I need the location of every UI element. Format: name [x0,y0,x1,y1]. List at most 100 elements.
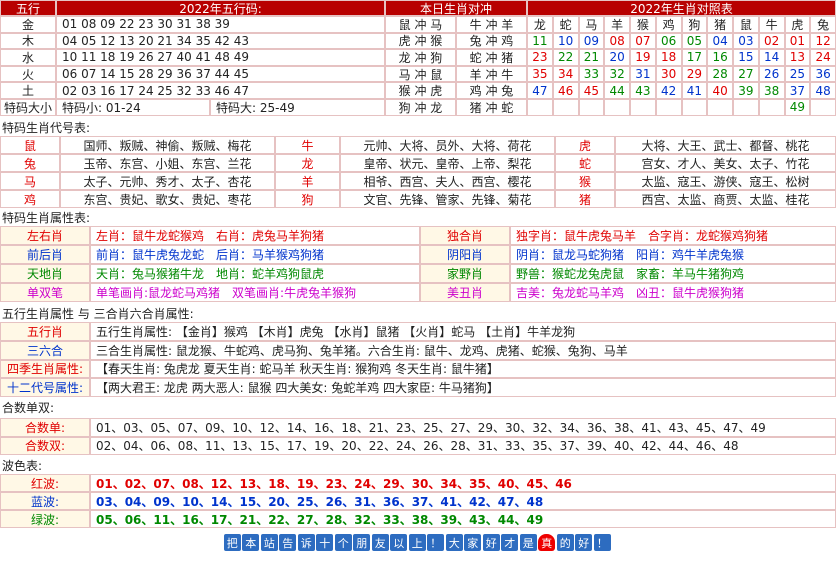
clash-cell: 虎 冲 猴 [385,32,456,50]
footer-char: 以 [390,534,408,551]
clash-cell: 猪 冲 蛇 [456,99,527,116]
element-cell: 木 [0,32,56,50]
attribute-label: 美丑肖 [420,283,510,302]
element-cell: 土 [0,82,56,99]
zodiac-number: 38 [758,82,785,99]
code-text: 文官、先锋、管家、先锋、菊花 [340,190,555,208]
clash-cell: 兔 冲 鸡 [456,32,527,50]
element-label: 十二代号属性: [0,378,90,397]
zodiac-number: 26 [758,65,785,83]
zodiac-number [604,99,630,116]
attribute-text: 左肖：鼠牛龙蛇猴鸡 右肖：虎兔马羊狗猪 [90,226,420,245]
clash-cell: 狗 冲 龙 [385,99,456,116]
zodiac-number: 04 [707,32,733,50]
footer-char: 大 [445,534,463,551]
footer-char: 友 [371,534,389,551]
footer-char: 家 [464,534,482,551]
zodiac-number: 05 [681,32,708,50]
zodiac-number: 44 [604,82,630,99]
code-text: 皇帝、状元、皇帝、上帝、梨花 [340,154,555,172]
zodiac-header: 兔 [810,16,836,33]
wave-label: 红波: [0,474,90,492]
zodiac-header: 狗 [681,16,708,33]
zodiac-number: 39 [733,82,759,99]
footer-char: 把 [223,534,241,551]
zodiac-number: 37 [784,82,811,99]
zodiac-name: 龙 [275,154,340,172]
footer-char: 才 [501,534,519,551]
footer-char: 诉 [297,534,315,551]
footer-char: 真 [538,534,556,551]
zodiac-number: 43 [630,82,656,99]
element-text: 五行生肖属性: 【金肖】猴鸡 【木肖】虎兔 【水肖】鼠猪 【火肖】蛇马 【土肖】… [90,322,836,341]
sum-text: 01、03、05、07、09、10、12、14、16、18、21、23、25、2… [90,418,836,437]
zodiac-number: 01 [784,32,811,50]
zodiac-number: 02 [758,32,785,50]
code-text: 东宫、贵妃、歌女、贵妃、枣花 [60,190,275,208]
footer-char: 好 [575,534,593,551]
attribute-text: 野兽：猴蛇龙兔虎鼠 家畜：羊马牛猪狗鸡 [510,264,836,283]
sum-label: 合数单: [0,418,90,437]
zodiac-number: 30 [655,65,682,83]
element-text: 【春天生肖: 兔虎龙 夏天生肖: 蛇马羊 秋天生肖: 猴狗鸡 冬天生肖: 鼠牛猪… [90,359,836,379]
code-text: 宫女、才人、美女、太子、竹花 [615,154,836,172]
zodiac-number: 18 [655,49,682,66]
zodiac-number [578,99,605,116]
zodiac-name: 蛇 [555,154,615,172]
element-cell: 水 [0,49,56,66]
zodiac-name: 牛 [275,136,340,154]
attribute-label: 单双笔 [0,283,90,302]
zodiac-number: 31 [630,65,656,83]
code-text: 西宫、太监、商贾、太监、桂花 [615,190,836,208]
zodiac-header: 猪 [707,16,733,33]
footer-char: 的 [556,534,574,551]
zodiac-number: 07 [630,32,656,50]
zodiac-number: 23 [527,49,553,66]
header-cell: 五行 [0,0,56,16]
code-text: 相爷、西宫、夫人、西宫、樱花 [340,172,555,190]
code-text: 玉帝、东宫、小姐、东宫、兰花 [60,154,275,172]
zodiac-number: 35 [527,65,553,83]
footer-char: 本 [242,534,260,551]
zodiac-number [810,99,836,116]
footer-char: 个 [334,534,352,551]
element-label: 三六合 [0,340,90,360]
zodiac-number: 21 [578,49,605,66]
element-label: 四季生肖属性: [0,359,90,379]
code-text: 太子、元帅、秀才、太子、杏花 [60,172,275,190]
wave-text: 03、04、09、10、14、15、20、25、26、31、36、37、41、4… [90,492,836,510]
zodiac-number: 27 [733,65,759,83]
zodiac-number: 17 [681,49,708,66]
header-cell: 2022年生肖对照表 [527,0,836,16]
zodiac-number: 14 [758,49,785,66]
zodiac-number [733,99,759,116]
zodiac-number: 29 [681,65,708,83]
section-title: 五行生肖属性 与 三合肖六合肖属性: [2,306,194,321]
size-small: 特码小: 01-24 [56,99,210,116]
attribute-text: 单笔画肖:鼠龙蛇马鸡猪 双笔画肖:牛虎兔羊猴狗 [90,283,420,302]
zodiac-number: 16 [707,49,733,66]
zodiac-number: 10 [552,32,579,50]
zodiac-number [527,99,553,116]
zodiac-name: 猪 [555,190,615,208]
attribute-label: 天地肖 [0,264,90,283]
sum-text: 02、04、06、08、11、13、15、17、19、20、22、24、26、2… [90,436,836,455]
zodiac-header: 蛇 [552,16,579,33]
zodiac-number: 42 [655,82,682,99]
header-cell: 本日生肖对冲 [385,0,527,16]
attribute-label: 前后肖 [0,245,90,264]
clash-cell: 龙 冲 狗 [385,49,456,66]
wave-label: 蓝波: [0,492,90,510]
footer-char: 上 [408,534,426,551]
footer-char: 好 [482,534,500,551]
attribute-label: 家野肖 [420,264,510,283]
clash-cell: 蛇 冲 猪 [456,49,527,66]
zodiac-number: 20 [604,49,630,66]
section-title: 波色表: [2,458,43,473]
zodiac-number: 12 [810,32,836,50]
zodiac-number: 28 [707,65,733,83]
footer-char: 站 [260,534,278,551]
footer-char: 是 [519,534,537,551]
footer-char: 朋 [353,534,371,551]
attribute-text: 天肖：兔马猴猪牛龙 地肖：蛇羊鸡狗鼠虎 [90,264,420,283]
